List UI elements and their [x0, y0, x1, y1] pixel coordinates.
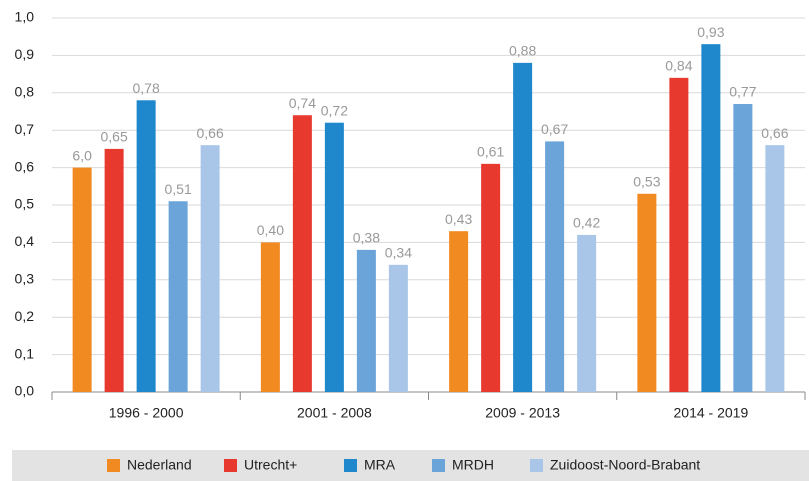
bar — [292, 115, 312, 393]
x-tick-label: 2001 - 2008 — [297, 405, 372, 421]
bar — [449, 231, 469, 392]
bar — [545, 141, 565, 392]
legend-label: Nederland — [127, 457, 192, 473]
y-tick-label: 0,2 — [15, 308, 35, 324]
value-label: 0,72 — [321, 102, 348, 118]
bar — [733, 104, 753, 393]
bar — [577, 234, 597, 392]
value-label: 0,93 — [697, 24, 724, 40]
y-tick-label: 0,8 — [15, 84, 35, 100]
value-label: 0,38 — [353, 230, 380, 246]
y-tick-label: 0,4 — [15, 233, 35, 249]
x-tick-label: 2014 - 2019 — [674, 405, 749, 421]
value-label: 0,66 — [197, 125, 224, 141]
bar — [104, 148, 124, 392]
bar — [72, 167, 92, 392]
y-tick-label: 0,5 — [15, 196, 35, 212]
legend-swatch — [224, 459, 237, 472]
y-tick-label: 0,6 — [15, 158, 35, 174]
value-label: 0,34 — [385, 245, 412, 261]
legend-swatch — [432, 459, 445, 472]
value-label: 0,42 — [573, 215, 600, 231]
y-tick-label: 0,3 — [15, 271, 35, 287]
bar — [669, 77, 689, 392]
value-label: 0,77 — [729, 84, 756, 100]
bar — [168, 201, 188, 392]
legend-label: MRA — [364, 457, 396, 473]
legend-swatch — [530, 459, 543, 472]
y-tick-label: 0,1 — [15, 345, 35, 361]
value-label: 0,53 — [633, 173, 660, 189]
value-label: 0,78 — [133, 80, 160, 96]
bar — [388, 264, 408, 392]
legend-swatch — [107, 459, 120, 472]
bar — [260, 242, 280, 392]
value-label: 0,74 — [289, 95, 316, 111]
legend-swatch — [344, 459, 357, 472]
legend-background — [12, 450, 809, 481]
bar — [324, 122, 344, 392]
value-label: 6,0 — [72, 147, 92, 163]
y-tick-label: 0,0 — [15, 383, 35, 399]
value-label: 0,40 — [257, 222, 284, 238]
bar — [136, 100, 156, 392]
bar — [701, 44, 721, 393]
y-tick-label: 0,7 — [15, 121, 35, 137]
x-tick-label: 1996 - 2000 — [109, 405, 184, 421]
bar — [765, 145, 785, 392]
value-label: 0,61 — [477, 144, 504, 160]
bar — [637, 193, 657, 392]
y-tick-label: 1,0 — [15, 9, 35, 25]
legend-label: Zuidoost-Noord-Brabant — [550, 457, 700, 473]
legend-label: Utrecht+ — [244, 457, 297, 473]
x-tick-label: 2009 - 2013 — [485, 405, 560, 421]
value-label: 0,67 — [541, 121, 568, 137]
value-label: 0,88 — [509, 43, 536, 59]
bar — [513, 62, 533, 392]
value-label: 0,84 — [665, 58, 692, 74]
value-label: 0,65 — [101, 129, 128, 145]
bar — [481, 163, 501, 392]
bar — [200, 145, 220, 392]
y-tick-label: 0,9 — [15, 46, 35, 62]
bar — [356, 249, 376, 392]
value-label: 0,43 — [445, 211, 472, 227]
legend-label: MRDH — [452, 457, 494, 473]
value-label: 0,66 — [761, 125, 788, 141]
value-label: 0,51 — [165, 181, 192, 197]
